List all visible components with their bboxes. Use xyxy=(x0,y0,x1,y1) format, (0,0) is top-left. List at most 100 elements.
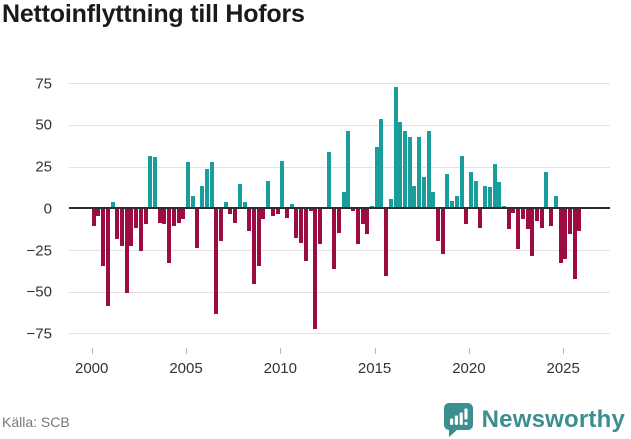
bar-2022-Q3 xyxy=(516,209,520,250)
bar-2024-Q3 xyxy=(553,195,558,208)
x-tick-2010 xyxy=(280,348,282,355)
bar-2007-Q3 xyxy=(233,209,238,223)
bar-2007-Q1 xyxy=(223,202,228,208)
bar-2008-Q4 xyxy=(256,209,261,266)
bar-2011-Q3 xyxy=(308,209,313,211)
zero-axis-line xyxy=(69,207,610,210)
bar-2023-Q1 xyxy=(525,209,530,230)
bar-2020-Q2 xyxy=(473,180,478,208)
bar-2019-Q4 xyxy=(464,209,469,225)
bar-2002-Q1 xyxy=(129,209,134,246)
bar-2023-Q3 xyxy=(534,209,539,221)
bar-2006-Q2 xyxy=(209,162,214,208)
plot-area: 75 50 25 0 −25 −50 −75 2000 2005 2010 2015 2020 2025 xyxy=(0,60,631,380)
bar-2019-Q3 xyxy=(459,155,464,208)
bar-2025-Q1 xyxy=(563,209,568,260)
bar-2000-Q1 xyxy=(91,209,96,226)
newsworthy-wordmark: Newsworthy xyxy=(481,406,625,433)
bar-2022-Q1 xyxy=(506,209,511,230)
gridline-25 xyxy=(69,166,610,168)
bar-2006-Q4 xyxy=(219,209,223,241)
bar-2002-Q3 xyxy=(138,209,143,251)
bar-2000-Q3 xyxy=(101,209,106,266)
bar-2017-Q4 xyxy=(426,130,431,208)
bar-2018-Q2 xyxy=(435,209,440,241)
bar-2022-Q2 xyxy=(511,209,516,213)
bar-2025-Q4 xyxy=(577,209,582,231)
x-axis-label-2000: 2000 xyxy=(75,360,109,378)
bar-2004-Q1 xyxy=(167,209,172,263)
bar-2008-Q1 xyxy=(242,202,247,208)
bar-2001-Q3 xyxy=(120,209,124,246)
gridline--50 xyxy=(69,291,610,293)
bar-2007-Q4 xyxy=(237,183,242,208)
bar-2013-Q2 xyxy=(341,192,346,208)
bar-2010-Q1 xyxy=(280,160,285,208)
bar-2015-Q4 xyxy=(388,198,393,208)
newsworthy-logo: Newsworthy xyxy=(443,402,625,438)
bar-2005-Q4 xyxy=(200,185,205,208)
bar-2005-Q1 xyxy=(186,162,190,208)
bar-2003-Q3 xyxy=(157,209,162,223)
x-tick-2005 xyxy=(186,348,187,355)
bar-2003-Q4 xyxy=(162,209,167,225)
x-axis-label-2020: 2020 xyxy=(452,360,486,378)
bar-2025-Q2 xyxy=(567,209,572,235)
bar-2012-Q1 xyxy=(318,209,322,245)
bar-2015-Q2 xyxy=(379,118,384,208)
bar-2013-Q4 xyxy=(351,209,355,211)
bar-2017-Q3 xyxy=(421,177,426,208)
bar-2007-Q2 xyxy=(228,209,233,215)
bar-2009-Q3 xyxy=(270,209,275,216)
bar-2016-Q3 xyxy=(402,130,407,208)
bar-2021-Q2 xyxy=(492,163,497,208)
gridline-50 xyxy=(69,124,610,126)
bar-2008-Q2 xyxy=(247,209,252,231)
x-axis-label-2015: 2015 xyxy=(357,360,392,378)
bar-2019-Q2 xyxy=(454,195,459,208)
bar-2014-Q2 xyxy=(360,209,365,225)
bar-2009-Q2 xyxy=(266,180,271,208)
bar-2015-Q1 xyxy=(374,147,379,208)
bar-2004-Q2 xyxy=(171,209,176,226)
bar-2017-Q1 xyxy=(412,185,417,208)
x-axis-label-2005: 2005 xyxy=(169,360,203,378)
bar-2010-Q3 xyxy=(289,203,294,208)
bar-2013-Q1 xyxy=(336,209,341,233)
bar-2014-Q3 xyxy=(365,209,370,235)
bar-2022-Q4 xyxy=(520,209,525,220)
y-axis-label-50: 50 xyxy=(35,116,52,134)
bar-2004-Q4 xyxy=(181,209,186,220)
bar-2018-Q3 xyxy=(440,209,445,255)
bar-2001-Q4 xyxy=(124,209,129,293)
bar-2016-Q4 xyxy=(407,137,412,208)
chart-title: Nettoinflyttning till Hofors xyxy=(2,0,305,28)
bar-2003-Q2 xyxy=(153,157,157,208)
y-axis-label-75: 75 xyxy=(35,75,52,93)
gridline--75 xyxy=(69,333,610,335)
bar-2008-Q3 xyxy=(252,209,256,285)
bar-2021-Q3 xyxy=(497,182,502,208)
bar-2024-Q4 xyxy=(558,209,563,263)
x-tick-2025 xyxy=(563,348,565,355)
bar-2015-Q3 xyxy=(384,209,388,276)
x-tick-2000 xyxy=(91,348,93,355)
y-axis-label--50: −50 xyxy=(26,283,52,301)
bar-2010-Q2 xyxy=(285,209,289,218)
bar-2021-Q1 xyxy=(487,187,492,208)
bar-2013-Q3 xyxy=(346,130,351,208)
bar-2001-Q1 xyxy=(110,202,115,208)
bar-2023-Q2 xyxy=(530,209,535,256)
bar-2016-Q1 xyxy=(393,87,398,208)
bar-2014-Q1 xyxy=(355,209,360,245)
bar-2016-Q2 xyxy=(398,122,403,208)
bar-2021-Q4 xyxy=(501,205,506,208)
x-axis-label-2025: 2025 xyxy=(546,360,580,378)
x-tick-2015 xyxy=(374,348,376,355)
y-axis-label-0: 0 xyxy=(43,200,52,218)
bar-2004-Q3 xyxy=(176,209,181,223)
source-note: Källa: SCB xyxy=(2,414,70,430)
bar-2020-Q4 xyxy=(483,185,487,208)
